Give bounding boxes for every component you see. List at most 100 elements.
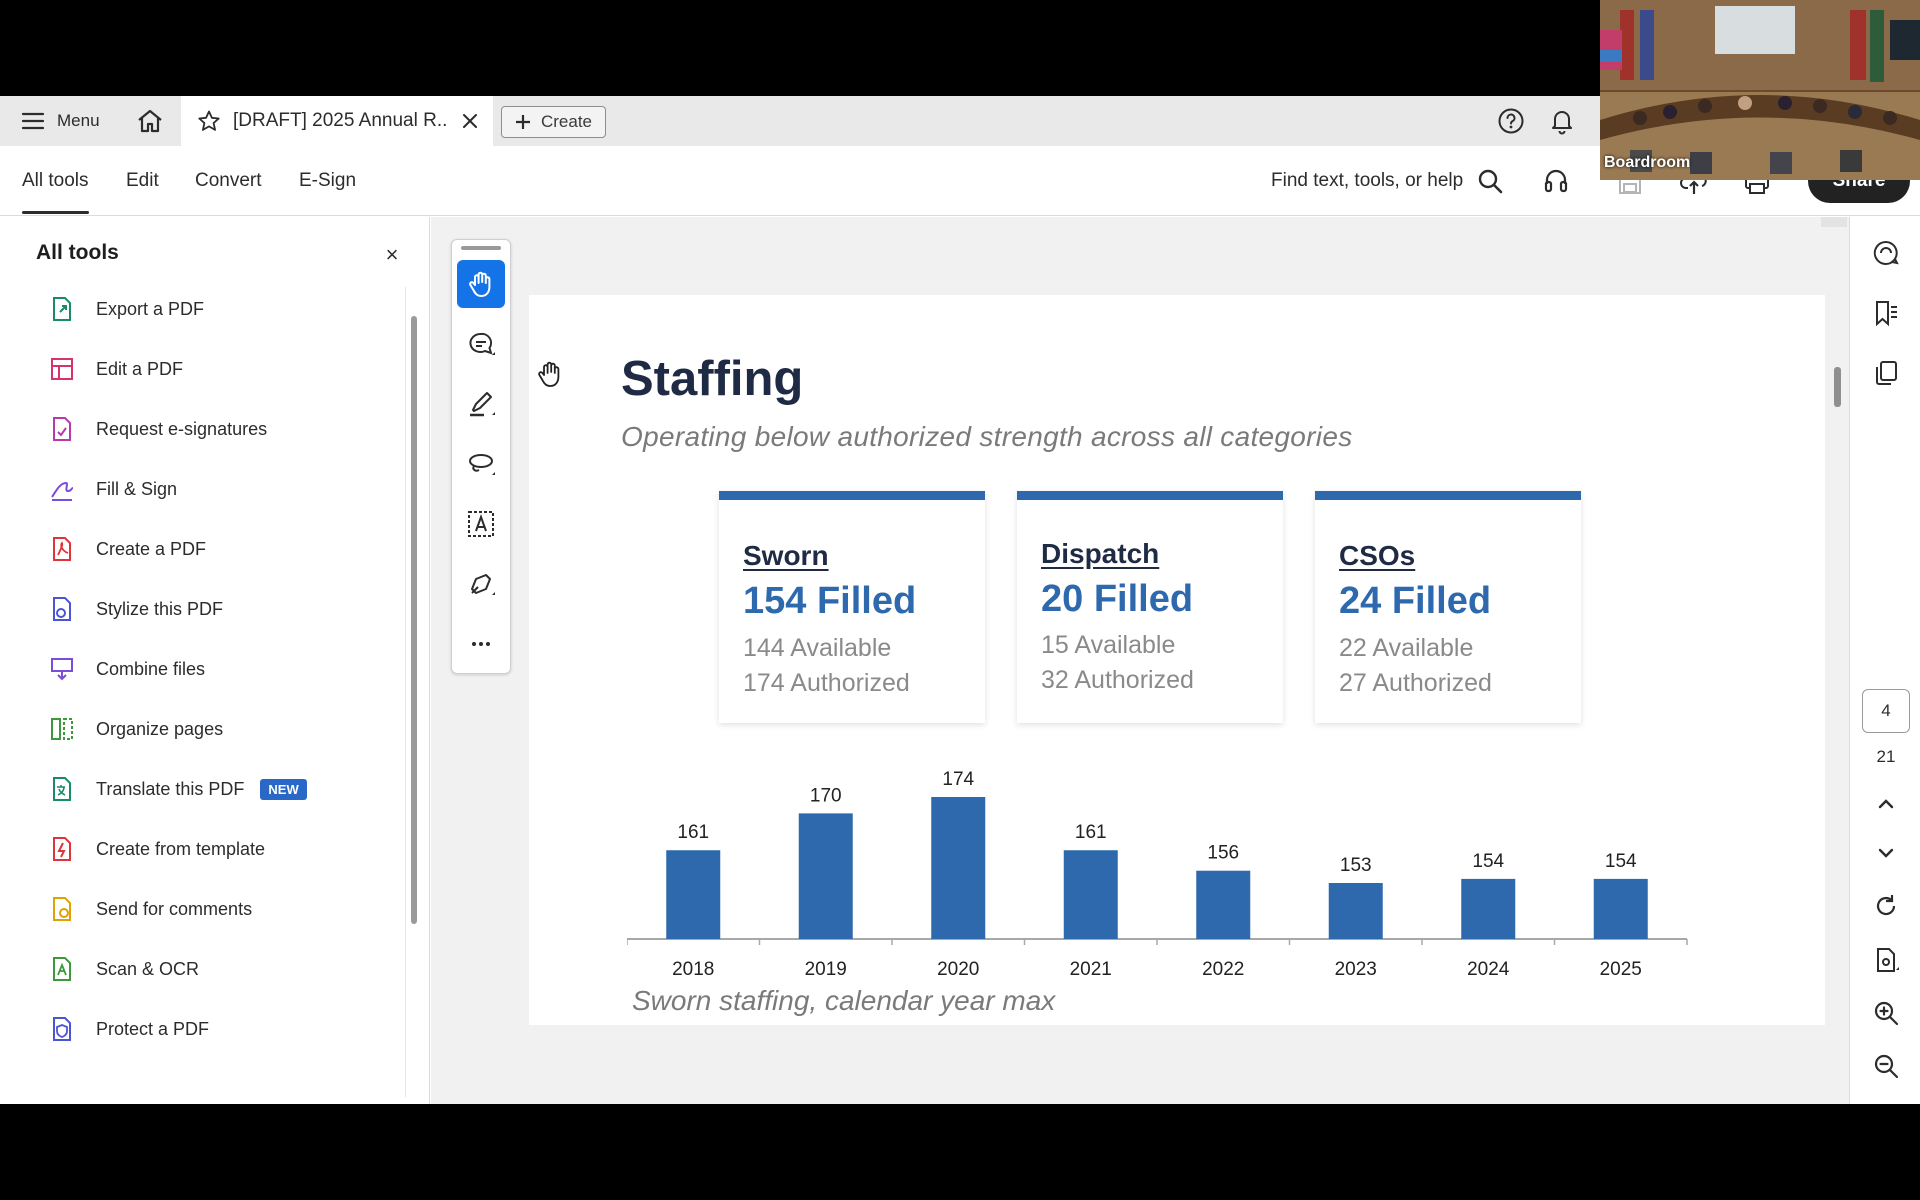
all-tools-panel: All tools × Export a PDF Edit a PDF Reques…	[0, 217, 430, 1104]
card-available: 15 Available	[1041, 631, 1176, 659]
rotate-button[interactable]	[1870, 890, 1902, 922]
tool-create-from-template[interactable]: Create from template	[48, 829, 265, 869]
tool-scan-ocr[interactable]: Scan & OCR	[48, 949, 199, 989]
panel-scrollbar[interactable]	[411, 316, 417, 924]
zoom-in-button[interactable]	[1870, 997, 1902, 1029]
bar-2020	[931, 797, 986, 939]
hand-icon	[469, 271, 491, 297]
page-subtitle: Operating below authorized strength acro…	[621, 421, 1353, 452]
scan-ocr-icon	[53, 957, 71, 981]
tool-stylize-this-pdf[interactable]: Stylize this PDF	[48, 589, 223, 629]
tool-label: Translate this PDF	[96, 778, 245, 799]
video-feed: Boardroom	[1600, 0, 1920, 180]
star-icon[interactable]	[197, 109, 221, 133]
text-box-tool-button[interactable]	[457, 500, 505, 548]
find-label[interactable]: Find text, tools, or help	[1271, 170, 1464, 191]
tool-protect-a-pdf[interactable]: Protect a PDF	[48, 1009, 209, 1049]
home-button[interactable]	[125, 96, 175, 146]
comment-tool-button[interactable]	[457, 320, 505, 368]
scroll-top-marker	[1821, 217, 1847, 227]
zoom-out-icon	[1874, 1054, 1899, 1079]
text-box-icon	[468, 511, 494, 537]
bookmarks-button[interactable]	[1870, 297, 1902, 329]
card-authorized: 27 Authorized	[1339, 669, 1492, 697]
search-icon[interactable]	[1477, 168, 1503, 194]
tab-all-tools[interactable]: All tools	[22, 146, 89, 216]
tool-label: Edit a PDF	[96, 358, 184, 379]
close-icon[interactable]: ×	[385, 242, 399, 267]
more-tools-button[interactable]	[457, 620, 505, 668]
document-scrollbar[interactable]	[1834, 367, 1841, 407]
toolbar-grip[interactable]	[461, 246, 501, 250]
bell-icon[interactable]	[1548, 107, 1576, 135]
data-label-2023: 153	[1340, 855, 1372, 876]
card-name: Dispatch	[1041, 538, 1160, 569]
tick-label-2024: 2024	[1467, 959, 1510, 980]
tick-label-2020: 2020	[937, 959, 979, 980]
tool-label: Create a PDF	[96, 538, 207, 559]
pdf-page: Staffing Operating below authorized stre…	[529, 295, 1825, 1025]
next-page-button[interactable]	[1870, 837, 1902, 869]
create-template-icon	[53, 837, 71, 861]
tool-fill-sign[interactable]: Fill & Sign	[48, 469, 177, 509]
rotate-icon	[1876, 895, 1896, 916]
hand-tool-button[interactable]	[457, 260, 505, 308]
tool-combine-files[interactable]: Combine files	[48, 649, 205, 689]
comment-icon	[469, 332, 495, 355]
chevron-up-icon	[1878, 799, 1894, 809]
tool-send-for-comments[interactable]: Send for comments	[48, 889, 252, 929]
document-tab-title: [DRAFT] 2025 Annual R...	[233, 110, 449, 131]
draw-tool-button[interactable]	[457, 440, 505, 488]
tool-request-e-signatures[interactable]: Request e-signatures	[48, 409, 267, 449]
copy-pages-icon	[1876, 361, 1897, 385]
tab-e-sign[interactable]: E-Sign	[299, 170, 357, 191]
new-badge: NEW	[260, 778, 307, 800]
close-tab-icon[interactable]	[461, 112, 479, 130]
translate-pdf-icon	[53, 777, 71, 801]
create-label: Create	[540, 112, 593, 131]
tool-edit-a-pdf[interactable]: Edit a PDF	[48, 349, 183, 389]
help-icon[interactable]	[1497, 107, 1525, 135]
stylize-pdf-icon	[53, 597, 71, 621]
chart-caption: Sworn staffing, calendar year max	[632, 985, 1056, 1016]
tool-label: Fill & Sign	[96, 478, 178, 499]
staffing-card-csos: CSOs 24 Filled 22 Available 27 Authorize…	[1315, 491, 1581, 723]
card-filled: 154 Filled	[743, 580, 917, 622]
card-available: 144 Available	[743, 634, 892, 662]
previous-page-button[interactable]	[1870, 788, 1902, 820]
hand-cursor-icon	[538, 361, 560, 387]
tab-edit[interactable]: Edit	[126, 170, 159, 191]
tick-label-2022: 2022	[1202, 959, 1244, 980]
bookmark-list-icon	[1876, 301, 1897, 327]
tool-organize-pages[interactable]: Organize pages	[48, 709, 223, 749]
tick-label-2021: 2021	[1070, 959, 1112, 980]
highlight-tool-button[interactable]	[457, 380, 505, 428]
edit-pdf-icon	[51, 358, 73, 380]
page-settings-button[interactable]	[1870, 944, 1902, 976]
data-label-2020: 174	[942, 769, 974, 790]
pages-button[interactable]	[1870, 357, 1902, 389]
tool-translate-this-pdf[interactable]: Translate this PDF NEW	[48, 769, 307, 809]
ai-assistant-button[interactable]	[1870, 237, 1902, 269]
zoom-in-icon	[1874, 1001, 1899, 1026]
data-label-2019: 170	[810, 785, 842, 806]
tab-convert[interactable]: Convert	[195, 170, 262, 191]
sign-tool-button[interactable]	[457, 560, 505, 608]
tool-export-a-pdf[interactable]: Export a PDF	[48, 289, 204, 329]
zoom-out-button[interactable]	[1870, 1050, 1902, 1082]
card-authorized: 174 Authorized	[743, 669, 910, 697]
current-page-input[interactable]: 4	[1862, 689, 1910, 733]
tool-label: Create from template	[96, 838, 266, 859]
total-pages: 21	[1876, 747, 1896, 766]
menu-button[interactable]: Menu	[0, 96, 115, 146]
tool-label: Export a PDF	[96, 298, 205, 319]
data-label-2024: 154	[1472, 851, 1504, 872]
tool-create-a-pdf[interactable]: Create a PDF	[48, 529, 206, 569]
panel-scroll-track	[405, 287, 406, 1097]
tool-label: Combine files	[96, 658, 206, 679]
create-button[interactable]: Create	[501, 106, 606, 138]
document-tab[interactable]: [DRAFT] 2025 Annual R...	[181, 96, 493, 146]
tick-label-2023: 2023	[1335, 959, 1377, 980]
headset-icon[interactable]	[1542, 167, 1570, 195]
